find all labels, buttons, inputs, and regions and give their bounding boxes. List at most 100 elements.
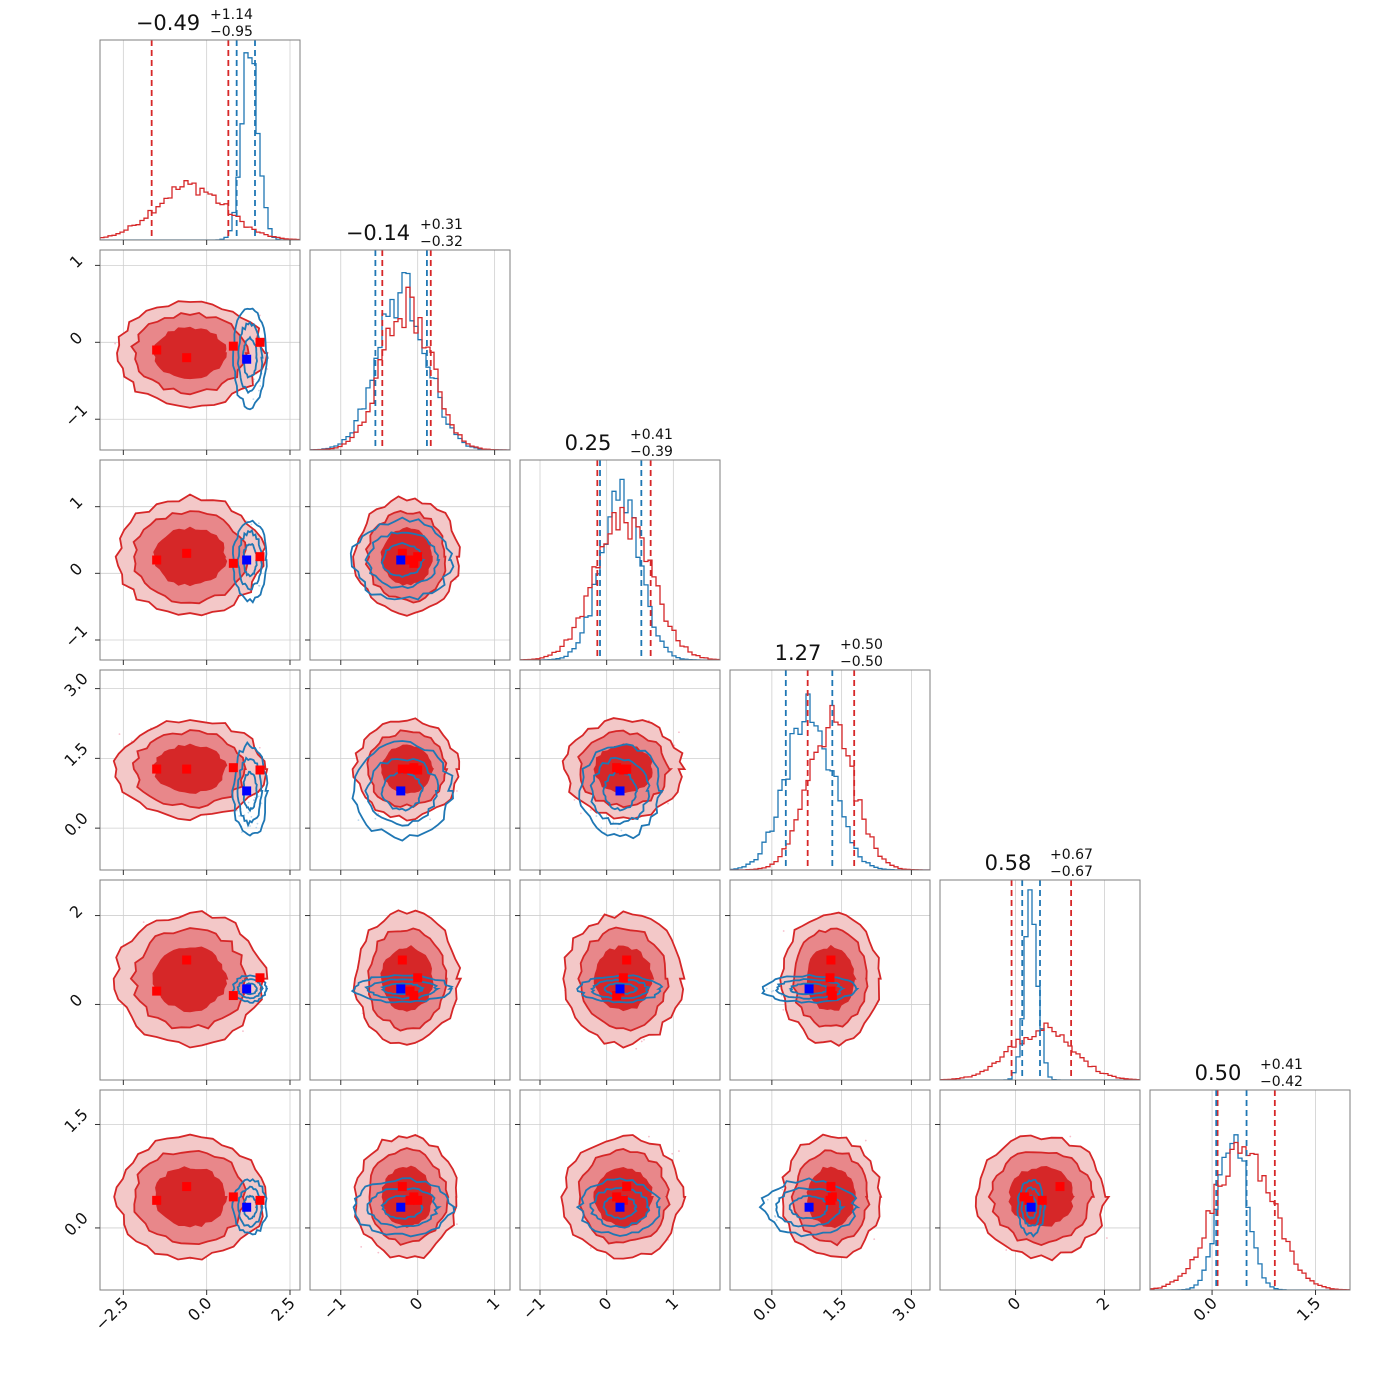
scatter-point-blue [240, 831, 243, 834]
marker-red [182, 353, 192, 363]
marker-red [612, 991, 622, 1001]
histogram-blue [940, 889, 1140, 1080]
scatter-point-blue [766, 1198, 769, 1201]
x-tick-label: −1 [519, 1293, 549, 1323]
contour-blue-0 [578, 743, 664, 840]
panel-1-0: 1 0 −1 [61, 249, 301, 455]
scatter-point-red [1105, 1237, 1108, 1239]
contour-blue-1 [589, 978, 651, 1000]
scatter-point-blue [374, 817, 377, 820]
panel-title-plus: +0.41 [1260, 1057, 1303, 1073]
histogram-blue [310, 271, 510, 450]
scatter-point-blue [770, 990, 773, 993]
scatter-point-red [456, 1223, 458, 1226]
histogram-blue [100, 52, 300, 240]
x-tick-label: 0 [595, 1293, 616, 1314]
contour-blue-0 [231, 741, 270, 837]
contour-blue-1 [589, 1186, 651, 1229]
scatter-point-blue [620, 829, 623, 832]
contour-blue-1 [364, 531, 441, 590]
scatter-point-red [648, 1135, 650, 1138]
scatter-point-blue [774, 1215, 777, 1218]
contour-blue-0 [231, 519, 268, 604]
contour-blue-1 [1020, 1186, 1043, 1227]
contour-blue-2 [603, 982, 639, 996]
scatter-point-red [456, 790, 458, 792]
marker-blue [615, 1202, 625, 1212]
panel-title-value: 0.58 [985, 851, 1032, 875]
panel-frame [309, 879, 511, 1081]
panel-content [310, 1090, 510, 1290]
panel-content [100, 460, 300, 660]
panel-title-plus: +0.50 [840, 637, 883, 653]
marker-red [826, 955, 836, 965]
scatter-point-red [142, 921, 145, 923]
panel-content [1150, 1090, 1350, 1290]
panel-1-1: −0.14 +0.31−0.32 [309, 217, 511, 455]
marker-blue [804, 1202, 814, 1212]
panel-frame [309, 669, 511, 871]
marker-red [255, 1195, 265, 1205]
panel-frame [519, 1089, 721, 1291]
marker-red [152, 764, 162, 774]
x-tick-label: 0 [406, 1293, 427, 1314]
scatter-point-red [678, 1150, 680, 1152]
marker-red [255, 765, 265, 775]
contour-blue-2 [380, 770, 424, 812]
marker-blue [396, 786, 406, 796]
scatter-point-blue [600, 827, 603, 829]
contour-blue-0 [231, 1178, 268, 1236]
panel-frame [519, 879, 721, 1081]
scatter-point-blue [781, 1188, 784, 1191]
marker-red [826, 1182, 836, 1192]
panel-content [100, 880, 300, 1080]
x-tick-label: 0.0 [1189, 1293, 1220, 1324]
contour-red-2 [152, 946, 229, 1013]
y-tick-label: 3.0 [60, 669, 91, 700]
panel-frame [309, 459, 511, 661]
scatter-point-blue [257, 584, 260, 587]
scatter-point-red [377, 1251, 380, 1254]
panel-2-1 [305, 459, 511, 665]
panel-3-1 [305, 669, 511, 875]
contour-blue-1 [775, 1186, 846, 1228]
histogram-blue [1150, 1134, 1350, 1290]
panel-content [310, 250, 510, 450]
panel-content [520, 880, 720, 1080]
marker-red [612, 1192, 622, 1202]
histogram-red [730, 704, 930, 870]
panel-content [520, 1090, 720, 1290]
panel-content [100, 250, 300, 450]
x-tick-label: 0.0 [184, 1293, 215, 1324]
marker-red [397, 955, 407, 965]
panel-content [100, 40, 300, 240]
scatter-point-red [635, 1047, 638, 1050]
marker-red [182, 1182, 192, 1192]
marker-red [618, 765, 628, 775]
x-tick-label: 1.5 [819, 1293, 850, 1324]
panel-title-minus: −0.32 [420, 234, 463, 250]
marker-red [618, 973, 628, 983]
panel-frame [99, 39, 301, 241]
panel-frame [729, 1089, 931, 1291]
scatter-point-red [360, 1245, 363, 1248]
marker-red [228, 763, 238, 773]
panel-content [520, 460, 720, 660]
marker-red [612, 763, 622, 773]
contour-blue-0 [576, 974, 664, 1004]
contour-red-2 [155, 1166, 228, 1228]
scatter-point-red [673, 744, 676, 747]
marker-red [152, 345, 162, 355]
panel-title-plus: +1.14 [210, 7, 253, 23]
scatter-point-red [643, 1038, 645, 1041]
scatter-point-red [580, 812, 582, 815]
scatter-point-red [864, 1139, 867, 1142]
marker-red [228, 1192, 238, 1202]
panel-frame [99, 879, 301, 1081]
panel-title-plus: +0.41 [630, 427, 673, 443]
panel-5-2: −1 0 1 [515, 1089, 721, 1324]
scatter-point-red [782, 930, 785, 932]
panel-frame [99, 459, 301, 661]
panel-frame [519, 669, 721, 871]
